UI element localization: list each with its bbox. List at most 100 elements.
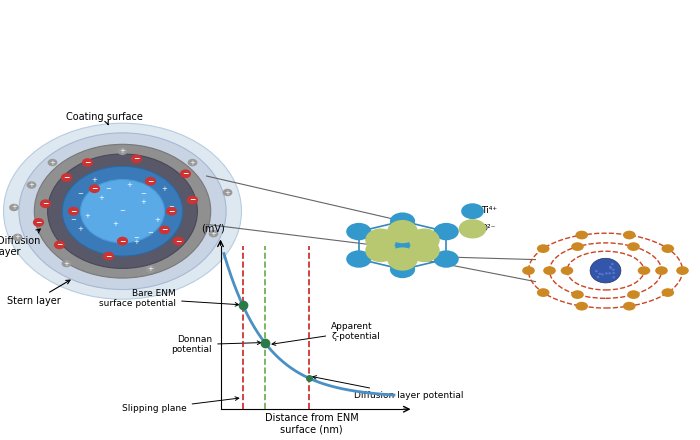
Ellipse shape [458, 219, 486, 238]
Text: Diffusion layer potential: Diffusion layer potential [313, 376, 464, 400]
Text: −: − [133, 154, 140, 163]
Ellipse shape [433, 223, 459, 240]
Ellipse shape [13, 234, 22, 241]
Text: −: − [56, 240, 63, 249]
Ellipse shape [662, 244, 674, 253]
Ellipse shape [571, 242, 584, 251]
Text: −: − [182, 169, 189, 178]
Ellipse shape [188, 159, 197, 166]
Text: −: − [105, 252, 112, 260]
Ellipse shape [627, 290, 640, 299]
Text: −: − [42, 199, 49, 208]
Ellipse shape [433, 250, 459, 268]
Ellipse shape [48, 159, 57, 166]
Text: −: − [147, 177, 154, 186]
Ellipse shape [346, 250, 372, 268]
Text: −: − [161, 225, 168, 235]
Ellipse shape [118, 147, 127, 155]
Ellipse shape [409, 239, 440, 262]
Ellipse shape [145, 177, 156, 186]
Ellipse shape [61, 173, 72, 182]
Ellipse shape [34, 144, 211, 278]
Ellipse shape [346, 223, 372, 240]
Ellipse shape [40, 199, 51, 208]
Ellipse shape [575, 231, 588, 239]
Ellipse shape [623, 302, 636, 311]
Ellipse shape [571, 290, 584, 299]
Ellipse shape [173, 237, 184, 246]
Text: +: + [120, 148, 125, 154]
Ellipse shape [390, 213, 415, 230]
Ellipse shape [166, 207, 177, 216]
Text: −: − [168, 207, 175, 216]
Ellipse shape [187, 195, 198, 204]
Ellipse shape [600, 265, 603, 267]
Ellipse shape [54, 240, 65, 249]
Ellipse shape [80, 180, 164, 243]
Ellipse shape [390, 233, 415, 251]
Text: O²⁻: O²⁻ [481, 224, 496, 233]
Text: +: + [92, 177, 97, 183]
Text: +: + [127, 182, 132, 188]
Text: Bare ENM
surface potential: Bare ENM surface potential [99, 289, 239, 308]
Ellipse shape [365, 239, 396, 262]
Text: +: + [29, 182, 34, 188]
Ellipse shape [159, 225, 170, 234]
Text: +: + [50, 160, 55, 165]
Text: +: + [99, 195, 104, 201]
Text: −: − [134, 235, 139, 241]
Ellipse shape [131, 154, 142, 163]
Text: −: − [78, 191, 83, 197]
Text: +: + [190, 160, 195, 165]
Text: −: − [169, 204, 174, 210]
Ellipse shape [537, 288, 550, 297]
Text: +: + [85, 213, 90, 219]
Text: −: − [148, 230, 153, 236]
Text: −: − [175, 237, 182, 246]
Text: +: + [141, 199, 146, 205]
Text: +: + [225, 190, 230, 195]
Ellipse shape [48, 154, 197, 268]
Text: −: − [189, 195, 196, 205]
Ellipse shape [543, 266, 556, 275]
Ellipse shape [610, 264, 612, 267]
Ellipse shape [387, 247, 418, 271]
Text: +: + [64, 260, 69, 267]
Ellipse shape [223, 189, 232, 196]
Text: −: − [106, 186, 111, 192]
Text: Diffusion
layer: Diffusion layer [0, 229, 40, 257]
Text: −: − [120, 208, 125, 214]
Ellipse shape [575, 302, 588, 311]
Ellipse shape [62, 260, 71, 267]
Ellipse shape [103, 252, 114, 260]
Ellipse shape [19, 133, 226, 290]
Ellipse shape [9, 204, 19, 211]
Ellipse shape [537, 244, 550, 253]
Ellipse shape [662, 288, 674, 297]
Ellipse shape [387, 220, 418, 243]
Text: +: + [211, 231, 216, 237]
Ellipse shape [607, 275, 610, 278]
Ellipse shape [627, 242, 640, 251]
Ellipse shape [612, 265, 615, 268]
Ellipse shape [365, 228, 396, 252]
Ellipse shape [596, 269, 599, 271]
Text: +: + [78, 226, 83, 232]
Ellipse shape [611, 270, 614, 272]
Ellipse shape [655, 266, 668, 275]
Ellipse shape [596, 270, 599, 272]
Text: +: + [162, 186, 167, 192]
Text: Stern layer: Stern layer [7, 280, 70, 306]
Text: −: − [71, 217, 76, 223]
Text: Slipping plane: Slipping plane [122, 397, 239, 413]
Ellipse shape [117, 237, 128, 246]
Ellipse shape [603, 267, 606, 269]
Ellipse shape [209, 230, 218, 237]
Ellipse shape [597, 263, 600, 265]
Ellipse shape [390, 261, 415, 278]
Ellipse shape [676, 266, 689, 275]
Ellipse shape [598, 272, 601, 274]
Text: −: − [84, 158, 91, 167]
Ellipse shape [522, 266, 535, 275]
Text: (mV): (mV) [202, 224, 225, 233]
